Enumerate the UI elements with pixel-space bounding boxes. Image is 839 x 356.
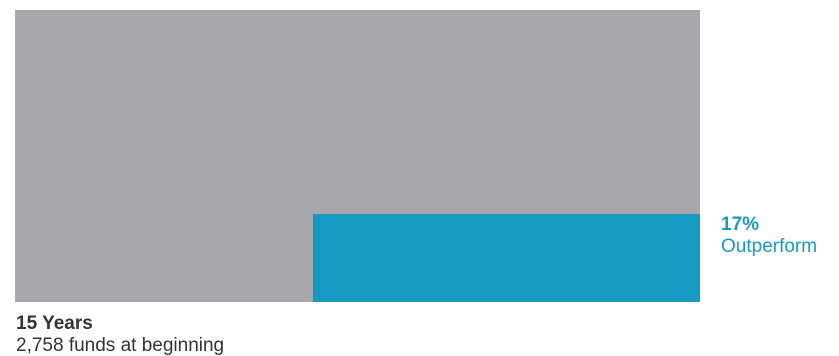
outperform-percent-label: 17% [721, 214, 760, 235]
funds-at-beginning-label: 2,758 funds at beginning [16, 335, 225, 356]
outperform-label: Outperform [721, 236, 818, 257]
period-label: 15 Years [16, 313, 93, 334]
outperform-block [313, 214, 700, 302]
